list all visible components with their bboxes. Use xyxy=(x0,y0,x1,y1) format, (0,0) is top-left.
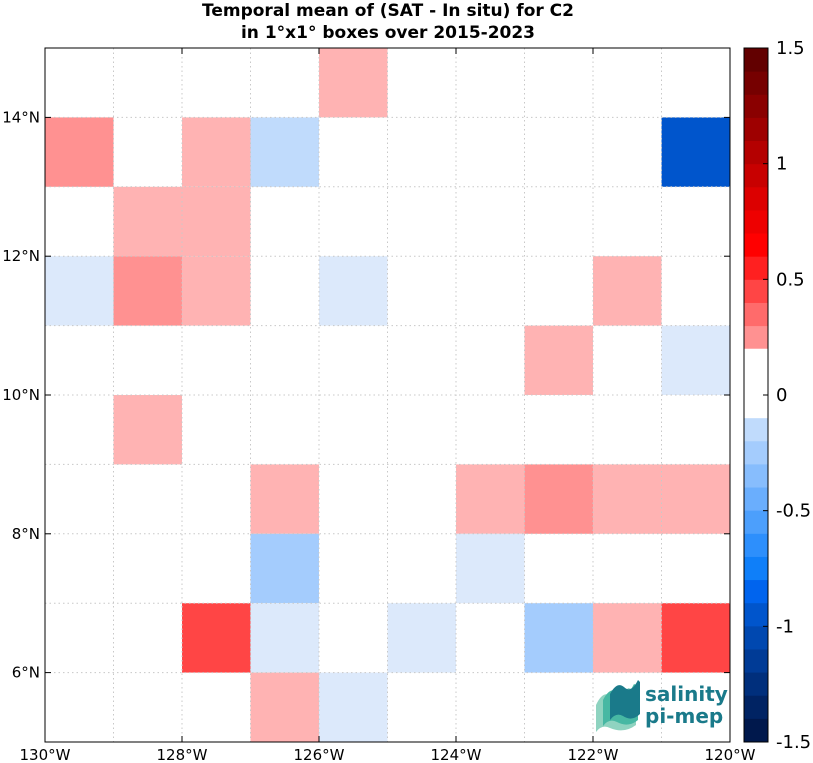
colorbar-segment xyxy=(744,556,768,581)
heatmap-cell xyxy=(45,256,114,326)
colorbar-segment xyxy=(744,487,768,512)
y-tick-label: 12°N xyxy=(2,247,40,265)
wave-logo-icon xyxy=(596,680,640,732)
heatmap-cell xyxy=(593,256,662,326)
colorbar-segment xyxy=(744,695,768,720)
colorbar-segment xyxy=(744,209,768,234)
colorbar-tick-label: -0.5 xyxy=(776,501,811,522)
colorbar-segment xyxy=(744,117,768,142)
heatmap-cell xyxy=(250,533,319,604)
heatmap-cell xyxy=(182,117,251,187)
colorbar-segment xyxy=(744,464,768,489)
colorbar-segment xyxy=(744,302,768,327)
colorbar-segments xyxy=(744,48,768,743)
heatmap-cell xyxy=(250,464,319,534)
map-plot-area: 130°W 128°W 126°W 124°W 122°W 120°W 6°N 8°N 10°… xyxy=(2,47,756,763)
heatmap-cell xyxy=(661,325,730,395)
heatmap-cell xyxy=(45,117,114,187)
heatmap-cell xyxy=(250,117,319,187)
colorbar-segment xyxy=(744,325,768,350)
colorbar-tick-label: 1 xyxy=(776,154,787,175)
heatmap-cell xyxy=(456,533,525,604)
heatmap-cell xyxy=(456,464,525,534)
chart-title-line1: Temporal mean of (SAT - In situ) for C2 xyxy=(202,1,574,21)
heatmap-cell xyxy=(593,603,662,673)
heatmap-cell xyxy=(113,256,182,326)
colorbar-segment xyxy=(744,233,768,257)
colorbar-segment xyxy=(744,626,768,650)
x-tick-label: 130°W xyxy=(20,746,71,763)
colorbar-segment xyxy=(744,94,768,118)
y-axis-ticks: 6°N 8°N 10°N 12°N 14°N xyxy=(2,108,730,682)
colorbar-segment xyxy=(744,649,768,674)
y-tick-label: 14°N xyxy=(2,108,40,126)
heatmap-cells xyxy=(45,48,730,742)
colorbar-segment xyxy=(744,163,768,188)
heatmap-cell xyxy=(524,325,593,395)
colorbar-segment xyxy=(744,186,768,211)
salinity-pi-mep-logo: salinity pi-mep xyxy=(596,680,728,732)
heatmap-cell xyxy=(524,464,593,534)
heatmap-cell xyxy=(113,395,182,465)
colorbar-segment xyxy=(744,510,768,535)
heatmap-cell xyxy=(661,464,730,534)
colorbar-segment xyxy=(744,580,768,604)
heatmap-cell xyxy=(250,603,319,673)
colorbar-tick-label: -1 xyxy=(776,616,794,637)
y-tick-label: 10°N xyxy=(2,386,40,404)
colorbar-tick-label: 0 xyxy=(776,385,787,406)
heatmap-cell xyxy=(182,186,251,257)
colorbar-tick-label: 0.5 xyxy=(776,269,805,290)
heatmap-cell xyxy=(661,603,730,673)
colorbar-segment xyxy=(744,441,768,465)
colorbar-segment xyxy=(744,279,768,303)
grid-lines xyxy=(45,48,730,742)
heatmap-cell xyxy=(387,603,456,673)
colorbar-segment xyxy=(744,533,768,558)
colorbar-segment xyxy=(744,48,768,72)
logo-text-salinity: salinity xyxy=(645,682,728,706)
colorbar: 1.5 1 0.5 0 -0.5 -1 -1.5 xyxy=(743,38,811,753)
x-axis-ticks: 130°W 128°W 126°W 124°W 122°W 120°W xyxy=(20,48,756,763)
x-tick-label: 124°W xyxy=(431,746,482,763)
x-tick-label: 120°W xyxy=(705,746,756,763)
heatmap-cell xyxy=(593,464,662,534)
colorbar-segment xyxy=(744,718,768,743)
colorbar-segment xyxy=(744,71,768,95)
colorbar-ticks: 1.5 1 0.5 0 -0.5 -1 -1.5 xyxy=(763,38,811,753)
y-tick-label: 6°N xyxy=(12,664,40,682)
x-tick-label: 128°W xyxy=(157,746,208,763)
chart-title-line2: in 1°x1° boxes over 2015-2023 xyxy=(241,23,535,43)
heatmap-cell xyxy=(250,672,319,742)
colorbar-segment xyxy=(744,256,768,280)
colorbar-segment xyxy=(744,140,768,165)
heatmap-cell xyxy=(661,117,730,187)
colorbar-tick-label: 1.5 xyxy=(776,38,805,59)
heatmap-cell xyxy=(319,672,388,742)
colorbar-segment xyxy=(744,672,768,697)
heatmap-cell xyxy=(182,603,251,673)
heatmap-cell xyxy=(524,603,593,673)
colorbar-segment-zero xyxy=(744,348,768,419)
x-tick-label: 122°W xyxy=(568,746,619,763)
y-tick-label: 8°N xyxy=(12,525,40,543)
colorbar-segment xyxy=(744,603,768,627)
heatmap-cell xyxy=(113,186,182,257)
x-tick-label: 126°W xyxy=(294,746,345,763)
heatmap-cell xyxy=(319,48,388,118)
heatmap-cell xyxy=(319,256,388,326)
colorbar-tick-label: -1.5 xyxy=(776,732,811,753)
heatmap-cell xyxy=(182,256,251,326)
colorbar-segment xyxy=(744,418,768,442)
logo-text-pi-mep: pi-mep xyxy=(645,704,723,728)
